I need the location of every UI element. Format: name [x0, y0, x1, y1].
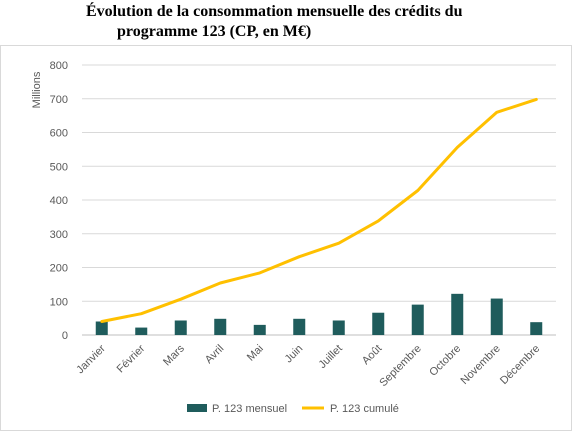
x-tick-label: Décembre — [498, 343, 542, 387]
bar-décembre — [530, 322, 543, 335]
line-cumule — [100, 97, 538, 323]
chart-title-line-1: Évolution de la consommation mensuelle d… — [86, 3, 463, 20]
bar-février — [135, 327, 148, 335]
chart-title: Évolution de la consommation mensuelle d… — [0, 2, 575, 42]
y-tick-label: 600 — [50, 128, 68, 140]
bar-juin — [293, 318, 306, 335]
x-tick-label: Mars — [161, 342, 187, 368]
x-tick-label: Août — [360, 343, 384, 367]
gridlines — [82, 64, 556, 336]
bar-mai — [253, 324, 266, 335]
x-tick-label: Juillet — [316, 343, 344, 371]
bar-mars — [174, 320, 187, 335]
y-axis-ticks: 0 100 200 300 400 500 600 700 800 — [50, 60, 68, 342]
y-tick-label: 0 — [62, 330, 68, 342]
y-tick-label: 100 — [50, 296, 68, 308]
y-axis-label: Millions — [31, 71, 43, 108]
bar-series — [95, 293, 543, 335]
x-axis-ticks: Janvier Février Mars Avril Mai Juin Juillet Aoû… — [74, 342, 542, 389]
legend-swatch-mensuel — [187, 404, 207, 412]
chart-title-line-2: programme 123 (CP, en M€) — [117, 23, 312, 40]
x-tick-label: Octobre — [427, 343, 463, 379]
bar-janvier — [95, 321, 108, 335]
x-tick-label: Novembre — [459, 343, 503, 387]
y-tick-label: 400 — [50, 195, 68, 207]
bar-octobre — [451, 293, 464, 335]
y-tick-label: 200 — [50, 263, 68, 275]
x-tick-label: Juin — [283, 343, 306, 366]
y-tick-label: 500 — [50, 161, 68, 173]
x-tick-label: Janvier — [74, 342, 108, 376]
legend-label-mensuel: P. 123 mensuel — [212, 403, 287, 415]
y-tick-label: 800 — [50, 60, 68, 72]
bar-août — [372, 312, 385, 335]
legend: P. 123 mensuel P. 123 cumulé — [187, 403, 399, 415]
y-tick-label: 700 — [50, 94, 68, 106]
bar-avril — [214, 318, 227, 335]
bar-novembre — [490, 298, 503, 335]
x-tick-label: Avril — [203, 343, 226, 366]
bar-juillet — [332, 320, 345, 335]
line-series — [100, 97, 538, 323]
x-tick-label: Septembre — [377, 343, 424, 390]
bar-septembre — [411, 304, 424, 335]
legend-label-cumule: P. 123 cumulé — [330, 403, 399, 415]
y-tick-label: 300 — [50, 229, 68, 241]
x-tick-label: Février — [115, 342, 148, 375]
chart-frame — [0, 45, 572, 431]
x-tick-label: Mai — [245, 343, 266, 364]
